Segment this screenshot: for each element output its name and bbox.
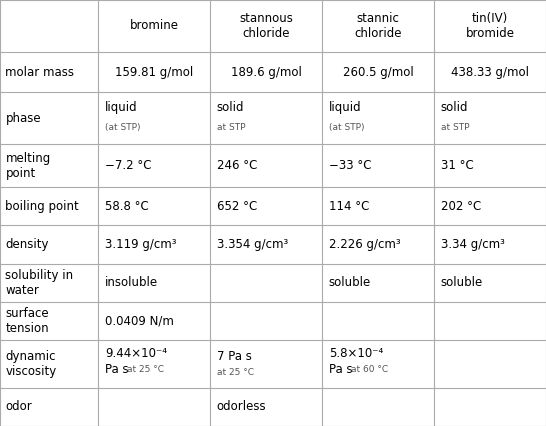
Text: Pa s: Pa s bbox=[329, 363, 352, 376]
Text: 260.5 g/mol: 260.5 g/mol bbox=[343, 66, 413, 79]
Text: 652 °C: 652 °C bbox=[217, 200, 257, 213]
Text: surface
tension: surface tension bbox=[5, 307, 49, 335]
Text: 189.6 g/mol: 189.6 g/mol bbox=[231, 66, 301, 79]
Text: −7.2 °C: −7.2 °C bbox=[105, 159, 151, 172]
Text: 0.0409 N/m: 0.0409 N/m bbox=[105, 315, 174, 328]
Text: 202 °C: 202 °C bbox=[441, 200, 481, 213]
Text: 114 °C: 114 °C bbox=[329, 200, 369, 213]
Text: 246 °C: 246 °C bbox=[217, 159, 257, 172]
Text: density: density bbox=[5, 238, 49, 251]
Text: solubility in
water: solubility in water bbox=[5, 269, 74, 297]
Text: 5.8×10⁻⁴: 5.8×10⁻⁴ bbox=[329, 347, 383, 360]
Text: (at STP): (at STP) bbox=[105, 123, 140, 132]
Text: 2.226 g/cm³: 2.226 g/cm³ bbox=[329, 238, 400, 251]
Text: bromine: bromine bbox=[130, 20, 179, 32]
Text: 3.354 g/cm³: 3.354 g/cm³ bbox=[217, 238, 288, 251]
Text: melting
point: melting point bbox=[5, 152, 51, 180]
Text: −33 °C: −33 °C bbox=[329, 159, 371, 172]
Text: 159.81 g/mol: 159.81 g/mol bbox=[115, 66, 193, 79]
Text: (at STP): (at STP) bbox=[329, 123, 364, 132]
Text: tin(IV)
bromide: tin(IV) bromide bbox=[466, 12, 514, 40]
Text: phase: phase bbox=[5, 112, 41, 125]
Text: odorless: odorless bbox=[217, 400, 266, 413]
Text: odor: odor bbox=[5, 400, 32, 413]
Text: liquid: liquid bbox=[105, 101, 138, 115]
Text: 9.44×10⁻⁴: 9.44×10⁻⁴ bbox=[105, 347, 167, 360]
Text: at 25 °C: at 25 °C bbox=[217, 368, 254, 377]
Text: at 60 °C: at 60 °C bbox=[351, 365, 388, 374]
Text: 3.34 g/cm³: 3.34 g/cm³ bbox=[441, 238, 505, 251]
Text: boiling point: boiling point bbox=[5, 200, 79, 213]
Text: solid: solid bbox=[217, 101, 244, 115]
Text: dynamic
viscosity: dynamic viscosity bbox=[5, 350, 57, 378]
Text: stannous
chloride: stannous chloride bbox=[239, 12, 293, 40]
Text: insoluble: insoluble bbox=[105, 276, 158, 289]
Text: 3.119 g/cm³: 3.119 g/cm³ bbox=[105, 238, 176, 251]
Text: Pa s: Pa s bbox=[105, 363, 128, 376]
Text: at 25 °C: at 25 °C bbox=[127, 365, 164, 374]
Text: solid: solid bbox=[441, 101, 468, 115]
Text: at STP: at STP bbox=[441, 123, 469, 132]
Text: stannic
chloride: stannic chloride bbox=[354, 12, 402, 40]
Text: 58.8 °C: 58.8 °C bbox=[105, 200, 149, 213]
Text: 438.33 g/mol: 438.33 g/mol bbox=[451, 66, 529, 79]
Text: molar mass: molar mass bbox=[5, 66, 74, 79]
Text: at STP: at STP bbox=[217, 123, 245, 132]
Text: 31 °C: 31 °C bbox=[441, 159, 473, 172]
Text: 7 Pa s: 7 Pa s bbox=[217, 351, 252, 363]
Text: liquid: liquid bbox=[329, 101, 361, 115]
Text: soluble: soluble bbox=[441, 276, 483, 289]
Text: soluble: soluble bbox=[329, 276, 371, 289]
